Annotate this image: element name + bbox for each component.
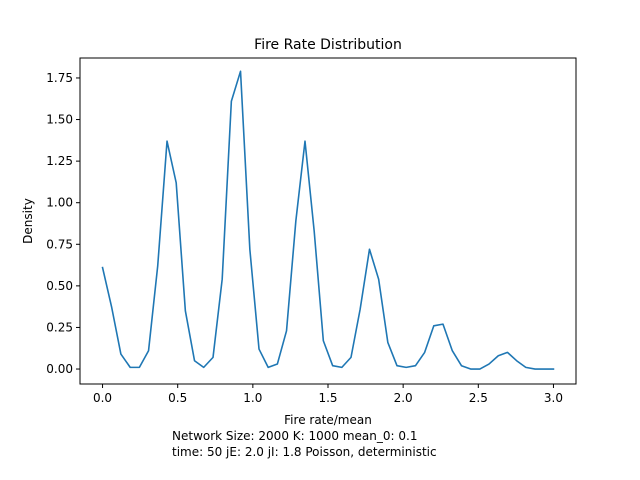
x-tick-label: 1.0 xyxy=(243,391,262,405)
x-axis-ticks: 0.0 0.5 1.0 1.5 2.0 2.5 3.0 xyxy=(93,384,563,405)
y-axis-ticks: 0.00 0.25 0.50 0.75 1.00 1.25 1.50 1.75 xyxy=(46,71,80,376)
caption-line-2: time: 50 jE: 2.0 jI: 1.8 Poisson, determ… xyxy=(172,445,437,459)
y-tick-label: 1.50 xyxy=(46,113,73,127)
x-tick-label: 2.5 xyxy=(469,391,488,405)
x-axis-label: Fire rate/mean xyxy=(284,413,372,427)
x-tick-label: 0.0 xyxy=(93,391,112,405)
y-tick-label: 1.25 xyxy=(46,154,73,168)
chart-title: Fire Rate Distribution xyxy=(254,37,402,53)
y-tick-label: 1.00 xyxy=(46,196,73,210)
y-tick-label: 0.75 xyxy=(46,237,73,251)
x-tick-label: 3.0 xyxy=(544,391,563,405)
y-axis-label: Density xyxy=(21,198,35,244)
y-tick-label: 0.50 xyxy=(46,279,73,293)
y-tick-label: 0.00 xyxy=(46,362,73,376)
caption-line-1: Network Size: 2000 K: 1000 mean_0: 0.1 xyxy=(172,429,417,443)
y-tick-label: 0.25 xyxy=(46,320,73,334)
x-tick-label: 2.0 xyxy=(394,391,413,405)
x-tick-label: 0.5 xyxy=(168,391,187,405)
y-tick-label: 1.75 xyxy=(46,71,73,85)
x-tick-label: 1.5 xyxy=(318,391,337,405)
series-line xyxy=(101,70,555,370)
series-layer xyxy=(101,70,555,370)
